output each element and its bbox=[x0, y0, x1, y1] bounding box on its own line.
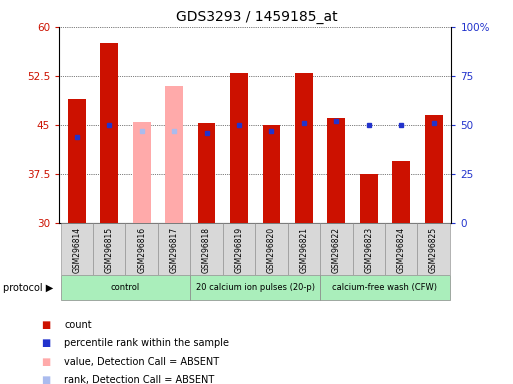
Text: GSM296825: GSM296825 bbox=[429, 227, 438, 273]
Text: calcium-free wash (CFW): calcium-free wash (CFW) bbox=[332, 283, 438, 292]
Bar bbox=[360, 174, 378, 223]
Text: protocol ▶: protocol ▶ bbox=[3, 283, 53, 293]
Bar bbox=[418, 223, 450, 275]
Bar bbox=[263, 125, 280, 223]
Bar bbox=[198, 124, 215, 223]
Text: GSM296823: GSM296823 bbox=[364, 227, 373, 273]
Bar bbox=[230, 73, 248, 223]
Bar bbox=[165, 86, 183, 223]
Bar bbox=[190, 275, 320, 300]
Text: percentile rank within the sample: percentile rank within the sample bbox=[64, 338, 229, 348]
Text: ■: ■ bbox=[41, 338, 50, 348]
Text: GSM296814: GSM296814 bbox=[72, 227, 82, 273]
Text: GDS3293 / 1459185_at: GDS3293 / 1459185_at bbox=[175, 10, 338, 23]
Text: GSM296816: GSM296816 bbox=[137, 227, 146, 273]
Text: value, Detection Call = ABSENT: value, Detection Call = ABSENT bbox=[64, 357, 219, 367]
Bar bbox=[158, 223, 190, 275]
Text: GSM296820: GSM296820 bbox=[267, 227, 276, 273]
Text: ■: ■ bbox=[41, 375, 50, 384]
Bar bbox=[93, 223, 126, 275]
Bar bbox=[126, 223, 158, 275]
Text: control: control bbox=[111, 283, 140, 292]
Text: GSM296818: GSM296818 bbox=[202, 227, 211, 273]
Bar bbox=[425, 115, 443, 223]
Bar bbox=[288, 223, 320, 275]
Bar bbox=[352, 223, 385, 275]
Text: GSM296824: GSM296824 bbox=[397, 227, 406, 273]
Bar bbox=[385, 223, 418, 275]
Text: ■: ■ bbox=[41, 320, 50, 330]
Bar bbox=[327, 118, 345, 223]
Text: GSM296822: GSM296822 bbox=[332, 227, 341, 273]
Text: GSM296817: GSM296817 bbox=[170, 227, 179, 273]
Text: GSM296819: GSM296819 bbox=[234, 227, 244, 273]
Bar bbox=[101, 43, 118, 223]
Bar bbox=[61, 223, 93, 275]
Bar bbox=[255, 223, 288, 275]
Bar bbox=[61, 275, 190, 300]
Bar bbox=[190, 223, 223, 275]
Bar bbox=[133, 122, 151, 223]
Bar bbox=[320, 275, 450, 300]
Text: rank, Detection Call = ABSENT: rank, Detection Call = ABSENT bbox=[64, 375, 214, 384]
Bar bbox=[68, 99, 86, 223]
Text: count: count bbox=[64, 320, 92, 330]
Text: 20 calcium ion pulses (20-p): 20 calcium ion pulses (20-p) bbox=[196, 283, 314, 292]
Bar bbox=[392, 161, 410, 223]
Bar bbox=[223, 223, 255, 275]
Bar bbox=[320, 223, 352, 275]
Bar bbox=[295, 73, 313, 223]
Text: ■: ■ bbox=[41, 357, 50, 367]
Text: GSM296821: GSM296821 bbox=[300, 227, 308, 273]
Text: GSM296815: GSM296815 bbox=[105, 227, 114, 273]
